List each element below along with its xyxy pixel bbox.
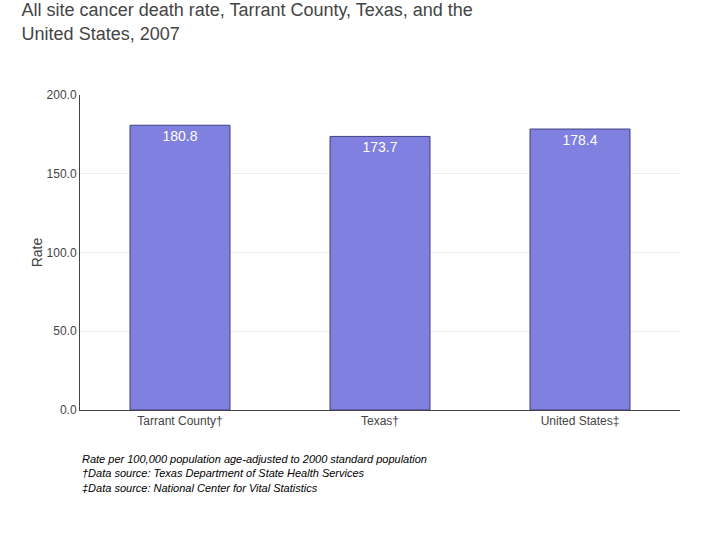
svg-text:200.0: 200.0 <box>47 88 77 102</box>
svg-text:Tarrant County†: Tarrant County† <box>137 414 222 428</box>
svg-text:Texas†: Texas† <box>361 414 399 428</box>
svg-text:United States‡: United States‡ <box>541 414 620 428</box>
svg-text:173.7: 173.7 <box>362 139 397 155</box>
svg-text:150.0: 150.0 <box>47 167 77 181</box>
svg-text:All site cancer death rate, Ta: All site cancer death rate, Tarrant Coun… <box>22 0 473 43</box>
svg-text:50.0: 50.0 <box>53 324 77 338</box>
svg-text:Rate per 100,000 population ag: Rate per 100,000 population age-adjusted… <box>82 453 427 494</box>
svg-text:178.4: 178.4 <box>562 132 597 148</box>
svg-text:Rate: Rate <box>29 238 45 268</box>
svg-text:100.0: 100.0 <box>47 246 77 260</box>
svg-text:180.8: 180.8 <box>162 128 197 144</box>
svg-text:0.0: 0.0 <box>60 403 77 417</box>
